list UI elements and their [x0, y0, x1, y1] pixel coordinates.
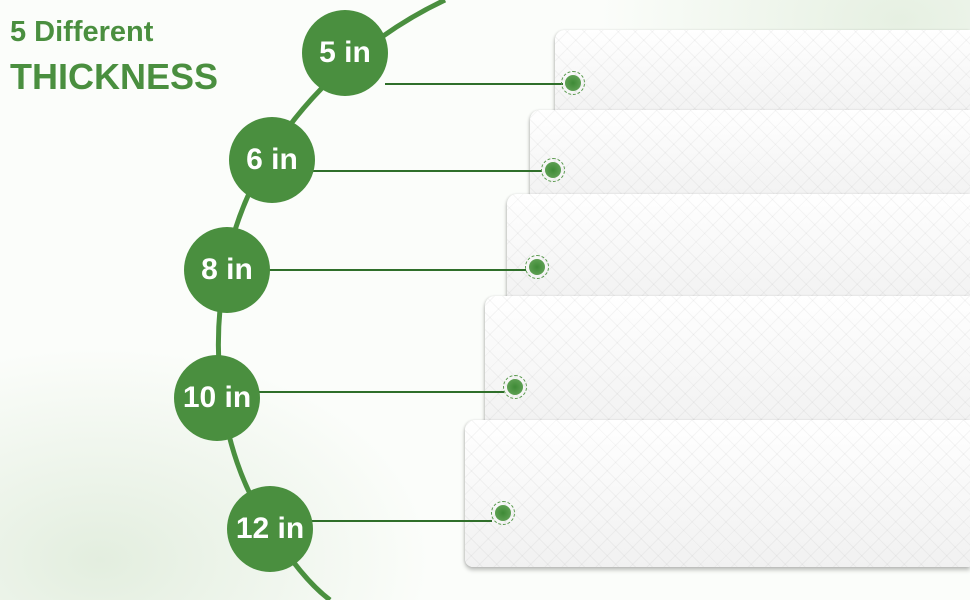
connector-line	[268, 269, 526, 271]
mattress-10in	[485, 296, 970, 432]
mattress-12in	[465, 420, 970, 567]
mattress-6in	[530, 110, 970, 205]
mattress-8in	[507, 194, 970, 308]
connector-line	[258, 391, 504, 393]
marker-dot-icon	[491, 501, 515, 525]
marker-dot-icon	[525, 255, 549, 279]
thickness-badge-12in: 12 in	[227, 486, 313, 572]
heading-line1: 5 Different	[10, 16, 154, 48]
connector-line	[310, 520, 492, 522]
marker-dot-icon	[541, 158, 565, 182]
thickness-badge-8in: 8 in	[184, 227, 270, 313]
heading-line2: THICKNESS	[10, 56, 219, 97]
connector-line	[312, 170, 542, 172]
thickness-badge-10in: 10 in	[174, 355, 260, 441]
thickness-badge-6in: 6 in	[229, 117, 315, 203]
marker-dot-icon	[561, 71, 585, 95]
connector-line	[385, 83, 563, 85]
thickness-badge-5in: 5 in	[302, 10, 388, 96]
marker-dot-icon	[503, 375, 527, 399]
mattress-5in	[555, 30, 970, 122]
